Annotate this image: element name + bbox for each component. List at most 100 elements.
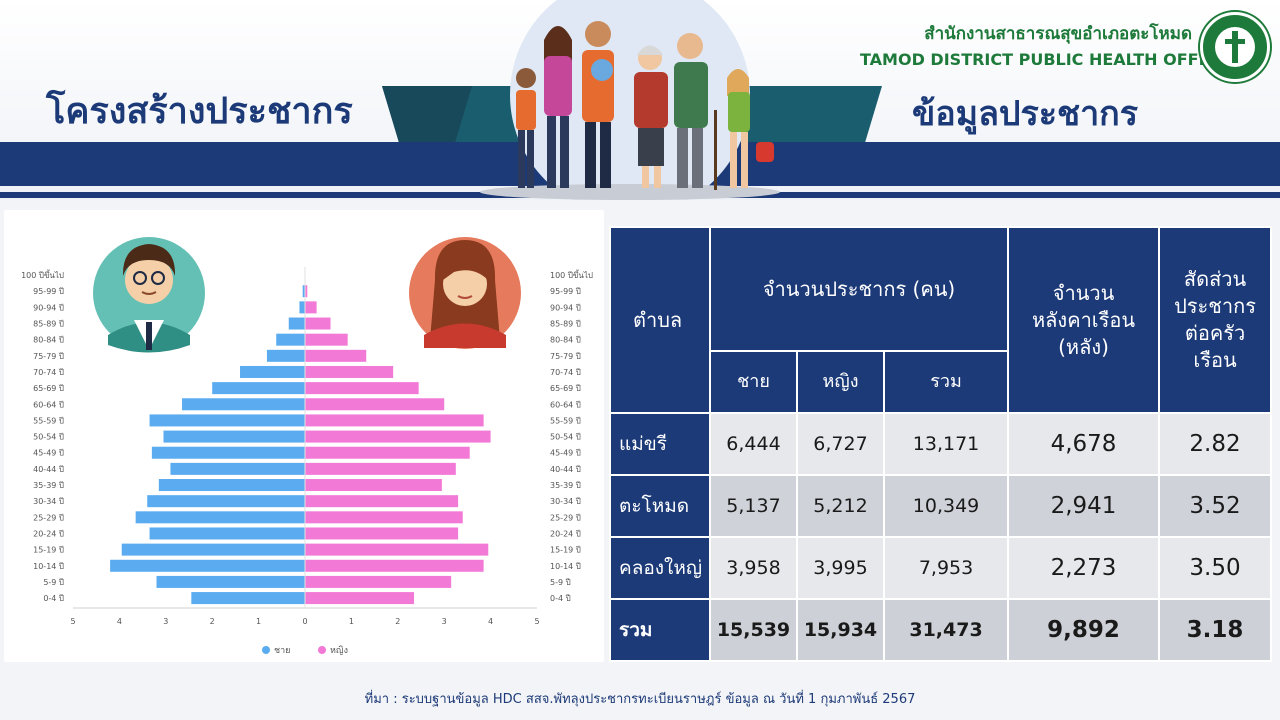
- age-label-left: 70-74 ปี: [33, 368, 64, 377]
- row-male: 3,958: [709, 536, 798, 600]
- age-label-left: 15-19 ปี: [33, 546, 64, 555]
- male-bar: [266, 349, 305, 362]
- male-bar: [170, 462, 305, 475]
- row-households: 2,273: [1007, 536, 1161, 600]
- age-label-left: 60-64 ปี: [33, 400, 64, 409]
- row-name: แม่ขรี: [609, 412, 711, 476]
- total-row-female: 15,934: [796, 598, 885, 662]
- male-bar: [302, 285, 305, 298]
- population-pyramid-chart: 100 ปีขึ้นไป 95-99 ปี 90-94 ปี 85-89 ปี 80-8…: [21, 237, 593, 656]
- age-label-left: 10-14 ปี: [33, 562, 64, 571]
- table-row: แม่ขรี 6,444 6,727 13,171 4,678 2.82: [609, 412, 1273, 476]
- age-label-right: 10-14 ปี: [550, 562, 581, 571]
- female-bar: [305, 285, 308, 298]
- pyramid-bars: [110, 285, 491, 605]
- header-ratio: สัดส่วนประชากรต่อครัวเรือน: [1158, 226, 1273, 414]
- age-group-labels-left: 100 ปีขึ้นไป 95-99 ปี 90-94 ปี 85-89 ปี 80-8…: [21, 269, 64, 603]
- female-bar: [305, 301, 317, 314]
- ministry-seal-logo: [1200, 12, 1270, 82]
- row-name: คลองใหญ่: [609, 536, 711, 600]
- age-label-right: 100 ปีขึ้นไป: [550, 269, 593, 280]
- total-row-total: 31,473: [882, 598, 1010, 662]
- row-total: 7,953: [882, 536, 1010, 600]
- female-bar: [305, 414, 484, 427]
- male-bar: [135, 511, 305, 524]
- age-label-right: 20-24 ปี: [550, 529, 581, 538]
- row-total: 13,171: [882, 412, 1010, 476]
- female-bar: [305, 349, 367, 362]
- age-label-right: 50-54 ปี: [550, 433, 581, 442]
- total-row-households: 9,892: [1007, 598, 1161, 662]
- female-bar: [305, 333, 348, 346]
- female-bar: [305, 495, 459, 508]
- table-row: คลองใหญ่ 3,958 3,995 7,953 2,273 3.50: [609, 536, 1273, 600]
- age-label-right: 60-64 ปี: [550, 400, 581, 409]
- age-label-right: 15-19 ปี: [550, 546, 581, 555]
- row-households: 2,941: [1007, 474, 1161, 538]
- female-bar: [305, 462, 456, 475]
- female-bar: [305, 365, 394, 378]
- legend-female-marker: [318, 646, 326, 654]
- office-name-english: TAMOD DISTRICT PUBLIC HEALTH OFFICE: [860, 50, 1228, 69]
- male-bar: [191, 592, 305, 605]
- total-row-ratio: 3.18: [1158, 598, 1273, 662]
- row-male: 6,444: [709, 412, 798, 476]
- age-label-left: 20-24 ปี: [33, 529, 64, 538]
- x-tick-label: 5: [534, 617, 539, 626]
- age-label-right: 75-79 ปี: [550, 352, 581, 361]
- row-female: 6,727: [796, 412, 885, 476]
- male-bar: [182, 398, 305, 411]
- female-bar: [305, 543, 489, 556]
- age-label-right: 35-39 ปี: [550, 481, 581, 490]
- population-pyramid-panel: 100 ปีขึ้นไป 95-99 ปี 90-94 ปี 85-89 ปี 80-8…: [4, 210, 604, 662]
- age-label-right: 45-49 ปี: [550, 449, 581, 458]
- age-label-right: 90-94 ปี: [550, 303, 581, 312]
- total-row-name: รวม: [609, 598, 711, 662]
- age-label-right: 95-99 ปี: [550, 287, 581, 296]
- left-title: โครงสร้างประชากร: [46, 91, 353, 132]
- pyramid-x-axis: 5 4 3 2 1 0 1 2 3 4 5: [70, 267, 540, 626]
- x-tick-label: 5: [70, 617, 75, 626]
- row-ratio: 3.50: [1158, 536, 1273, 600]
- female-bar: [305, 398, 445, 411]
- age-label-right: 0-4 ปี: [550, 594, 571, 603]
- age-label-right: 40-44 ปี: [550, 465, 581, 474]
- male-bar: [299, 301, 305, 314]
- row-female: 5,212: [796, 474, 885, 538]
- age-label-left: 80-84 ปี: [33, 336, 64, 345]
- age-label-left: 75-79 ปี: [33, 352, 64, 361]
- row-male: 5,137: [709, 474, 798, 538]
- x-tick-label: 2: [210, 617, 215, 626]
- male-bar: [151, 446, 305, 459]
- header-population: จำนวนประชากร (คน): [708, 226, 1010, 352]
- female-bar: [305, 430, 491, 443]
- age-label-left: 25-29 ปี: [33, 513, 64, 522]
- row-households: 4,678: [1007, 412, 1161, 476]
- age-label-left: 50-54 ปี: [33, 433, 64, 442]
- legend-female-label: หญิง: [330, 645, 348, 656]
- x-tick-label: 1: [349, 617, 354, 626]
- seal-emblem: [1232, 31, 1238, 63]
- female-bar: [305, 559, 484, 572]
- male-bar: [147, 495, 305, 508]
- male-bar: [212, 382, 305, 395]
- age-label-right: 55-59 ปี: [550, 416, 581, 425]
- male-bar: [240, 365, 305, 378]
- male-avatar-icon: [93, 237, 205, 353]
- male-bar: [110, 559, 306, 572]
- age-label-left: 35-39 ปี: [33, 481, 64, 490]
- source-footer: ที่มา : ระบบฐานข้อมูล HDC สสจ.พัทลุงประช…: [364, 692, 916, 707]
- age-label-left: 0-4 ปี: [43, 594, 64, 603]
- male-bar: [156, 575, 305, 588]
- age-label-left: 45-49 ปี: [33, 449, 64, 458]
- legend-male-marker: [262, 646, 270, 654]
- x-tick-label: 1: [256, 617, 261, 626]
- male-bar: [288, 317, 305, 330]
- male-bar: [149, 527, 305, 540]
- population-table-panel: ตำบล จำนวนประชากร (คน) จำนวนหลังคาเรือน …: [609, 226, 1273, 662]
- total-row-male: 15,539: [709, 598, 798, 662]
- x-tick-label: 3: [442, 617, 447, 626]
- population-table: ตำบล จำนวนประชากร (คน) จำนวนหลังคาเรือน …: [609, 226, 1273, 662]
- row-female: 3,995: [796, 536, 885, 600]
- x-tick-label: 0: [302, 617, 307, 626]
